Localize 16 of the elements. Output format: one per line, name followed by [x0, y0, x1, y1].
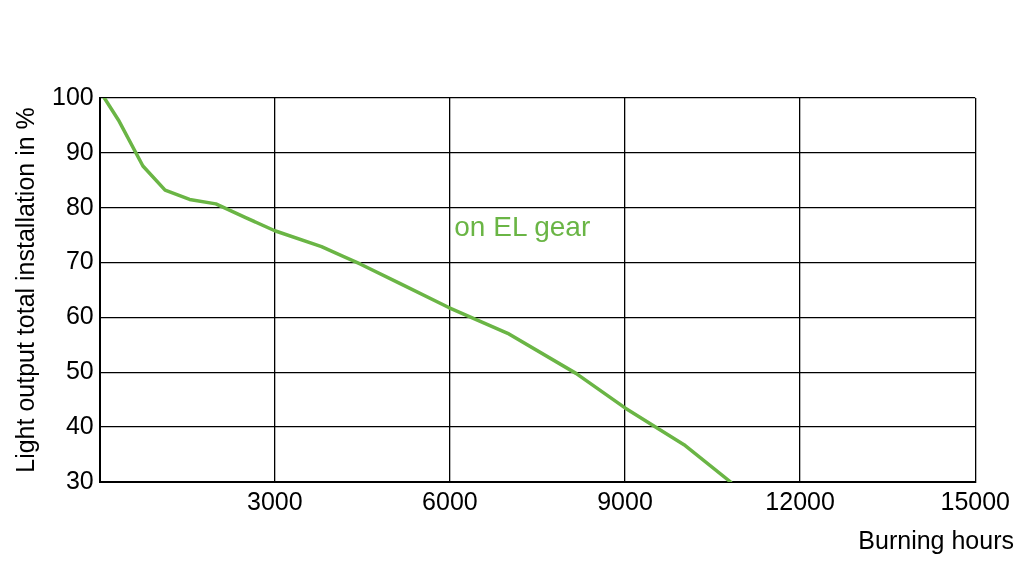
y-tick-label: 90: [65, 136, 94, 165]
y-tick-label: 50: [65, 356, 94, 385]
y-tick-label: 80: [65, 191, 94, 220]
y-tick-label: 40: [65, 411, 94, 440]
y-tick-label: 100: [51, 81, 94, 110]
y-axis-title: Light output total installation in %: [10, 107, 39, 473]
x-tick-label: 15000: [940, 486, 1011, 515]
y-tick-label: 30: [65, 465, 94, 494]
x-tick-label: 12000: [765, 486, 835, 515]
y-tick-label: 60: [65, 301, 94, 330]
y-tick-label: 70: [65, 246, 94, 275]
x-axis-title: Burning hours: [858, 526, 1014, 555]
x-tick-label: 3000: [247, 486, 303, 515]
x-tick-label: 9000: [597, 486, 653, 515]
text: on EL gear: [454, 211, 591, 243]
x-tick-label: 6000: [422, 486, 478, 515]
